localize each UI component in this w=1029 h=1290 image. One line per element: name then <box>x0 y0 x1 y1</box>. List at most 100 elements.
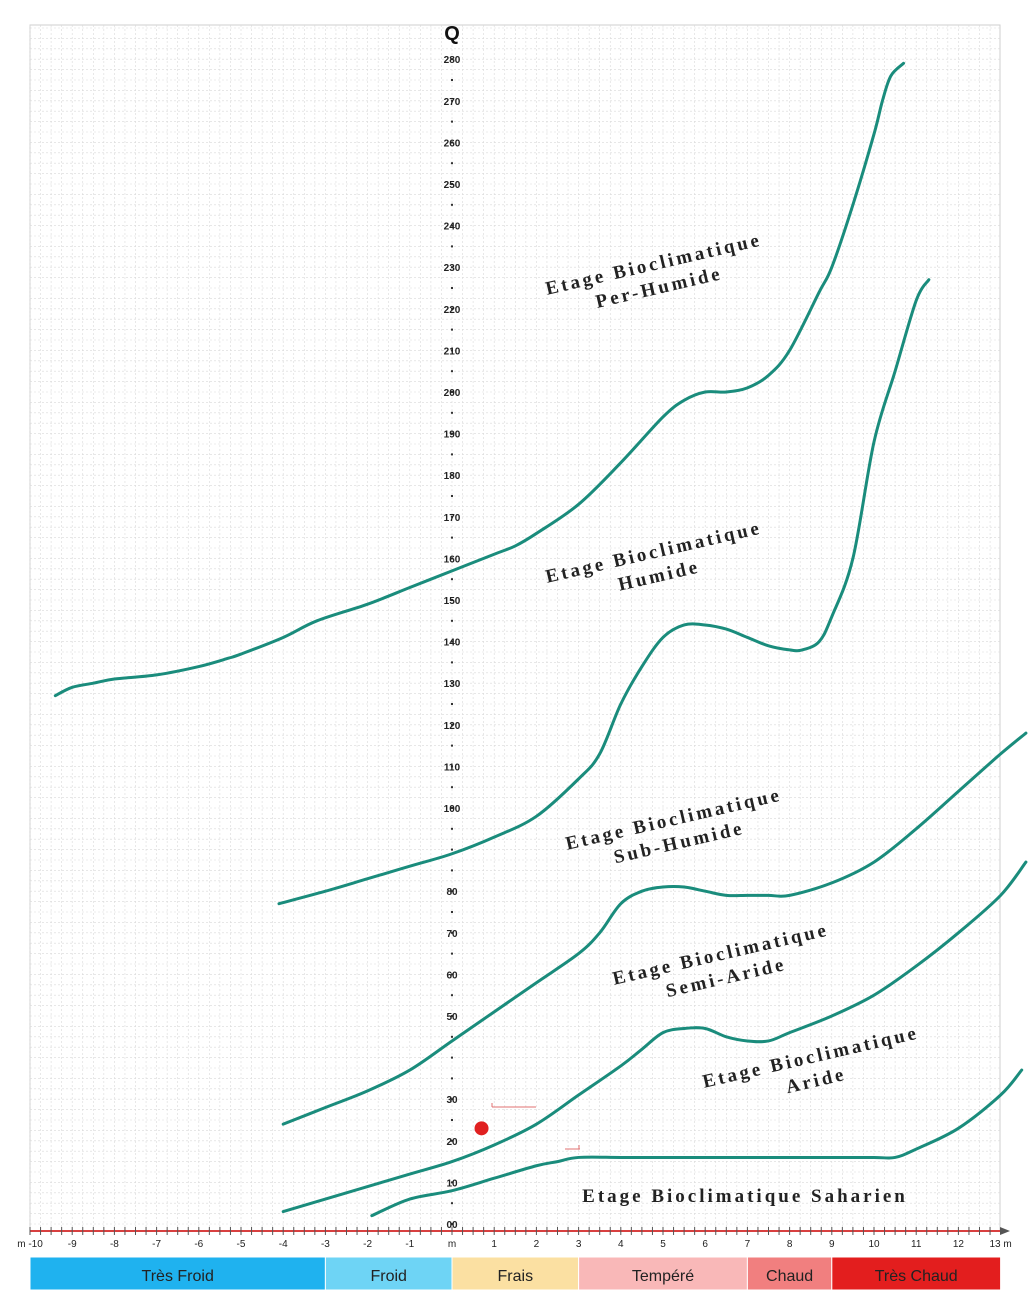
y-axis-dot <box>451 162 453 165</box>
y-axis-title: Q <box>444 23 460 45</box>
y-tick-label: 30 <box>446 1095 458 1106</box>
x-tick-label: -4 <box>279 1239 288 1250</box>
grid <box>29 25 1000 1231</box>
y-axis-dot <box>451 807 453 809</box>
y-tick-label: 100 <box>444 804 461 815</box>
temperature-band-label: Tempéré <box>632 1268 694 1285</box>
y-axis-dot <box>451 786 453 789</box>
x-tick-label: 5 <box>660 1239 666 1250</box>
y-tick-label: 150 <box>444 596 461 607</box>
x-tick-label: m <box>448 1239 456 1250</box>
x-tick-label: 10 <box>868 1239 880 1250</box>
y-tick-label: 10 <box>446 1178 458 1189</box>
y-axis-dot <box>451 1098 453 1101</box>
temperature-band-label: Très Froid <box>142 1268 214 1285</box>
y-axis-dot <box>451 848 453 851</box>
x-tick-label: -3 <box>321 1239 330 1250</box>
temperature-band: Frais <box>451 1256 580 1290</box>
y-tick-label: 00 <box>446 1220 458 1231</box>
y-axis-dot <box>451 141 453 144</box>
temperature-band-label: Froid <box>370 1268 406 1285</box>
y-axis-dot <box>451 1119 453 1121</box>
boundary-line-4 <box>281 860 1028 1214</box>
y-tick-label: 250 <box>444 180 461 191</box>
y-axis-dot <box>451 536 453 539</box>
temperature-band-rect <box>831 1256 1002 1290</box>
y-tick-label: 110 <box>444 762 461 773</box>
y-axis-dot <box>451 890 453 893</box>
x-tick-label: 11 <box>911 1239 922 1250</box>
y-axis-dot <box>451 765 453 768</box>
y-axis-dot <box>451 931 453 934</box>
temperature-band-label: Très Chaud <box>875 1268 958 1285</box>
x-tick-label: -6 <box>194 1239 203 1250</box>
y-axis-dot <box>451 723 453 726</box>
y-axis-dot <box>451 224 453 227</box>
y-axis-dot <box>451 349 453 352</box>
y-tick-label: 60 <box>446 970 458 981</box>
y-tick-label: 140 <box>444 638 461 649</box>
y-axis-dot <box>451 287 453 289</box>
zone-label-6: Etage Bioclimatique Saharien <box>582 1186 908 1207</box>
temperature-band: Très Chaud <box>831 1256 1002 1290</box>
x-tick-label: -1 <box>405 1239 414 1250</box>
x-tick-label: m -10 <box>17 1239 43 1250</box>
y-tick-label: 170 <box>444 513 461 524</box>
y-tick-label: 20 <box>446 1137 458 1148</box>
x-tick-label: 7 <box>745 1239 751 1250</box>
y-tick-label: 80 <box>446 887 458 898</box>
y-axis-dot <box>451 578 453 581</box>
boundary-line-2 <box>277 278 931 906</box>
x-tick-label: 13 m <box>989 1239 1011 1250</box>
y-tick-label: 260 <box>444 138 461 149</box>
y-axis-dot <box>451 640 453 643</box>
y-axis-dot <box>451 952 453 955</box>
y-tick-label: 240 <box>444 222 461 233</box>
y-tick-label: 210 <box>444 346 461 357</box>
y-axis-dot <box>451 1015 453 1017</box>
boundary-line-1 <box>53 61 906 698</box>
x-tick-label: 2 <box>534 1239 540 1250</box>
y-tick-label: 130 <box>444 679 461 690</box>
y-axis-dot <box>451 1056 453 1059</box>
y-axis-dot <box>451 515 453 518</box>
y-tick-label: 200 <box>444 388 461 399</box>
y-tick-label: 220 <box>444 305 461 316</box>
y-tick-label: 180 <box>444 471 461 482</box>
y-axis-dot <box>451 370 453 373</box>
temperature-band: Très Froid <box>29 1256 326 1290</box>
y-axis-dot <box>451 1077 453 1080</box>
y-axis-dot <box>451 1181 453 1184</box>
x-tick-label: 6 <box>702 1239 708 1250</box>
station-marker <box>474 1121 489 1136</box>
temperature-band-rect <box>451 1256 580 1290</box>
y-axis-dot <box>451 58 453 61</box>
y-axis-dot <box>451 120 453 123</box>
x-tick-label: 9 <box>829 1239 835 1250</box>
temperature-band-rect <box>578 1256 748 1290</box>
y-axis-dot <box>451 307 453 310</box>
y-axis-dot <box>451 599 453 601</box>
y-tick-label: 280 <box>444 55 461 66</box>
y-axis-dot <box>451 99 453 102</box>
y-axis-dot <box>451 661 453 664</box>
y-axis-dot <box>451 432 453 435</box>
y-axis-dot <box>451 682 453 685</box>
temperature-band-label: Chaud <box>766 1268 813 1285</box>
y-axis-dot <box>451 453 453 456</box>
y-axis-dot <box>451 1035 453 1038</box>
y-axis-dot <box>451 703 453 705</box>
y-axis-dot <box>451 619 453 622</box>
y-tick-label: 50 <box>446 1012 458 1023</box>
y-axis-dot <box>451 1223 453 1225</box>
x-tick-label: 4 <box>618 1239 624 1250</box>
x-tick-label: 12 <box>953 1239 965 1250</box>
x-tick-label: 8 <box>787 1239 793 1250</box>
y-tick-label: 70 <box>446 929 458 940</box>
x-tick-label: 1 <box>491 1239 497 1250</box>
boundary-line-3 <box>281 731 1028 1126</box>
zone-label-line1: Etage Bioclimatique Saharien <box>582 1186 908 1207</box>
y-axis-dot <box>451 245 453 248</box>
